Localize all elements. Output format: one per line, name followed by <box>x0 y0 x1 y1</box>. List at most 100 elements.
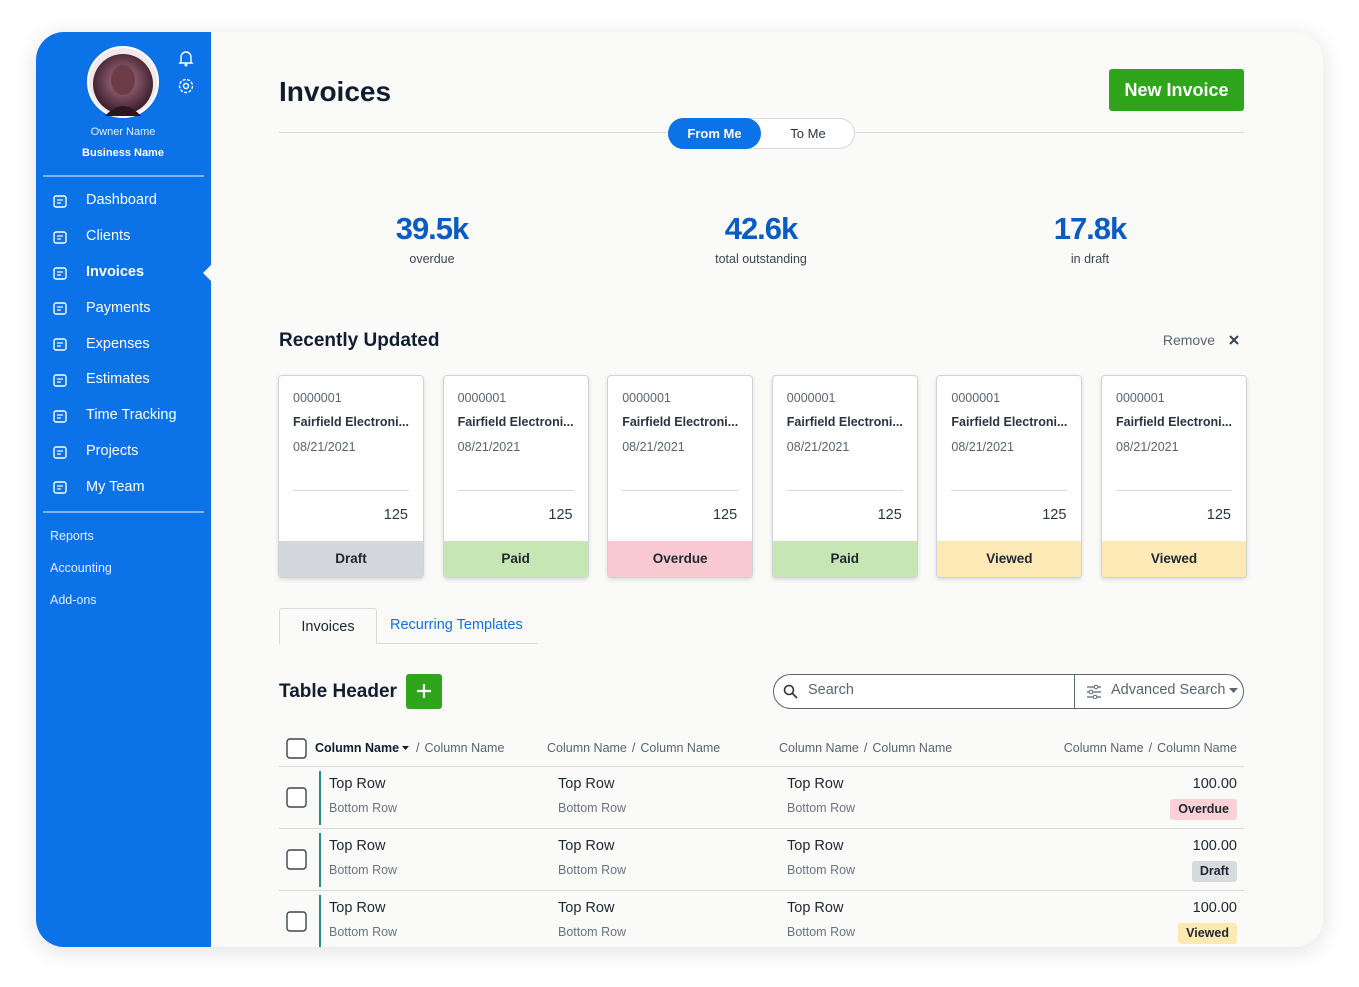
card-status: Viewed <box>937 541 1082 577</box>
row-amount: 100.00 <box>1192 838 1237 855</box>
search-placeholder: Search <box>808 682 854 699</box>
avatar <box>87 46 159 118</box>
notifications-icon[interactable] <box>178 49 194 67</box>
card-date: 08/21/2021 <box>293 439 356 454</box>
menu-item[interactable]: Expenses <box>86 335 150 352</box>
menu-icon <box>53 338 67 351</box>
card-status: Overdue <box>608 541 753 577</box>
menu-item[interactable]: My Team <box>86 478 145 495</box>
card-amount: 125 <box>877 507 902 524</box>
menu-item[interactable]: Invoices <box>86 263 145 280</box>
menu-item[interactable]: Payments <box>86 299 151 316</box>
tab[interactable]: Recurring Templates <box>390 617 523 634</box>
remove-action[interactable]: Remove <box>1162 331 1215 348</box>
checkbox[interactable] <box>286 849 307 870</box>
card-date: 08/21/2021 <box>622 439 685 454</box>
divider <box>43 511 204 513</box>
checkbox[interactable] <box>286 738 307 759</box>
summary-label: in draft <box>1070 251 1110 266</box>
cell-top: Top Row <box>558 776 615 793</box>
search-box[interactable] <box>773 674 1244 709</box>
remove-icon[interactable] <box>1228 334 1240 346</box>
cell-top: Top Row <box>787 838 844 855</box>
cell-top: Top Row <box>558 900 615 917</box>
card-date: 08/21/2021 <box>786 439 850 454</box>
cell-bottom: Bottom Row <box>558 924 627 939</box>
menu-item[interactable]: Dashboard <box>86 192 157 209</box>
card-client: Fairfield Electroni... <box>622 414 739 429</box>
column-header[interactable]: Column Name / Column Name <box>937 741 1237 756</box>
cell-bottom: Bottom Row <box>329 800 398 815</box>
card-amount: 125 <box>1042 507 1067 524</box>
new-invoice-button[interactable]: New Invoice <box>1109 69 1244 111</box>
column-name: Column Name <box>1157 740 1237 755</box>
summary-value: 39.5k <box>395 211 470 247</box>
add-icon <box>417 684 431 698</box>
card-amount: 125 <box>548 507 573 524</box>
card-client: Fairfield Electroni... <box>786 414 903 429</box>
menu-item[interactable]: Time Tracking <box>86 407 177 424</box>
cell-bottom: Bottom Row <box>787 800 856 815</box>
sidebar-link[interactable]: Add-ons <box>50 592 97 607</box>
row-accent <box>319 833 321 887</box>
card-amount: 125 <box>712 507 738 524</box>
tab-active[interactable]: Invoices <box>279 608 377 644</box>
cell-top: Top Row <box>329 838 386 855</box>
column-name: Column Name <box>640 740 721 755</box>
status-badge: Draft <box>1191 861 1237 882</box>
toggle-option[interactable]: To Me <box>790 126 826 141</box>
summary-value: 17.8k <box>1053 211 1128 247</box>
card-client: Fairfield Electroni... <box>951 414 1068 429</box>
sidebar-link[interactable]: Accounting <box>50 560 112 575</box>
sort-caret <box>402 745 410 750</box>
card-client: Fairfield Electroni... <box>457 414 574 429</box>
card-rule <box>951 490 1068 491</box>
divider <box>43 175 204 177</box>
business-name: Business Name <box>82 147 164 160</box>
card-status: Viewed <box>1102 541 1246 577</box>
checkbox[interactable] <box>286 911 307 932</box>
cell-bottom: Bottom Row <box>329 924 398 939</box>
toggle-option-active[interactable]: From Me <box>668 118 761 149</box>
advanced-search[interactable]: Advanced Search <box>1111 682 1226 699</box>
menu-icon <box>53 195 67 208</box>
menu-icon <box>53 374 67 387</box>
column-header[interactable]: Column Name / Column Name <box>315 741 504 756</box>
column-separator: / <box>1148 740 1153 755</box>
row-amount: 100.00 <box>1192 900 1237 917</box>
cell-top: Top Row <box>329 900 386 917</box>
card-rule <box>293 490 409 491</box>
checkbox[interactable] <box>286 787 307 808</box>
row-accent <box>319 771 321 825</box>
settings-icon[interactable] <box>177 77 195 95</box>
row-rule <box>279 828 1244 829</box>
column-name: Column Name <box>1063 740 1144 755</box>
menu-item[interactable]: Clients <box>86 228 131 245</box>
card-date: 08/21/2021 <box>1116 439 1179 454</box>
column-header[interactable]: Column Name / Column Name <box>779 741 952 756</box>
column-name: Column Name <box>779 740 859 755</box>
cell-bottom: Bottom Row <box>329 862 398 877</box>
column-name: Column Name <box>547 740 627 755</box>
column-header[interactable]: Column Name / Column Name <box>547 741 720 756</box>
menu-icon <box>53 445 67 459</box>
card-number: 0000001 <box>786 390 836 405</box>
section-title: Recently Updated <box>279 329 440 351</box>
menu-item[interactable]: Projects <box>86 442 139 459</box>
card-date: 08/21/2021 <box>951 439 1014 454</box>
card-status: Paid <box>443 541 588 577</box>
owner-name: Owner Name <box>90 126 156 139</box>
filter-icon <box>1087 684 1101 699</box>
summary-label: overdue <box>409 251 455 266</box>
cell-bottom: Bottom Row <box>787 862 856 877</box>
sidebar-link[interactable]: Reports <box>50 528 94 543</box>
menu-item[interactable]: Estimates <box>86 371 150 388</box>
card-amount: 125 <box>1206 507 1231 524</box>
card-status: Paid <box>772 541 917 577</box>
row-rule <box>279 890 1244 891</box>
menu-icon <box>53 410 67 423</box>
cell-top: Top Row <box>787 900 844 917</box>
column-separator: / <box>631 740 636 755</box>
cell-bottom: Bottom Row <box>558 862 627 877</box>
